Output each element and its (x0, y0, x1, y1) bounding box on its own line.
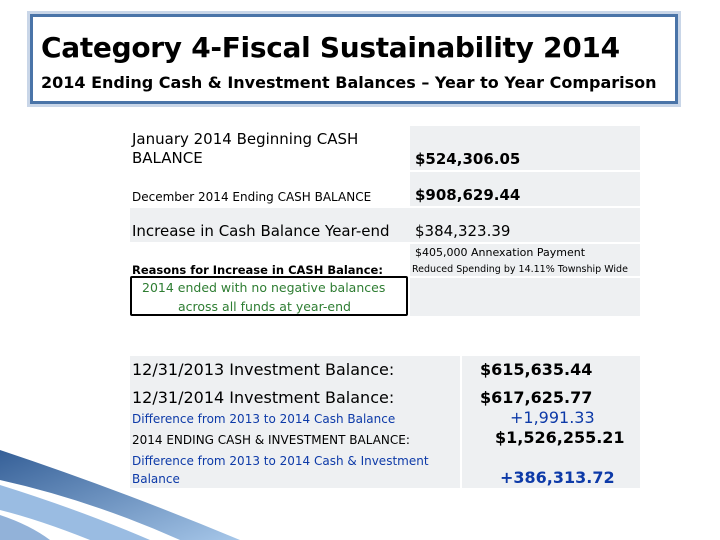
total-diff-value: +386,313.72 (500, 468, 615, 487)
cell-inv-labels-bg (130, 356, 460, 488)
reason-box (130, 276, 408, 316)
inv-2013-label: 12/31/2013 Investment Balance: (132, 360, 395, 379)
inv-2014-label: 12/31/2014 Investment Balance: (132, 388, 395, 407)
cash-diff-value: +1,991.33 (510, 408, 595, 427)
beginning-cash-label-2: BALANCE (132, 149, 203, 167)
total-diff-label-1: Difference from 2013 to 2014 Cash & Inve… (132, 454, 429, 468)
reason-annexation: $405,000 Annexation Payment (415, 246, 586, 259)
ending-total-label: 2014 ENDING CASH & INVESTMENT BALANCE: (132, 433, 410, 447)
cell-reason-2-bg (410, 244, 640, 276)
cell-inv-values-bg (462, 356, 640, 488)
ending-total-value: $1,526,255.21 (495, 428, 625, 447)
cash-diff-label: Difference from 2013 to 2014 Cash Balanc… (132, 412, 396, 426)
increase-value: $384,323.39 (415, 222, 511, 240)
increase-label: Increase in Cash Balance Year-end (132, 222, 390, 240)
inv-2013-value: $615,635.44 (480, 360, 593, 379)
decorative-swoosh (0, 450, 240, 540)
total-diff-label-2: Balance (132, 472, 180, 486)
inv-2014-value: $617,625.77 (480, 388, 593, 407)
cell-beginning-value-bg (410, 126, 640, 170)
cell-reason-3-bg (410, 278, 640, 316)
reason-reduced-spending: Reduced Spending by 14.11% Township Wide (412, 264, 628, 275)
reasons-label: Reasons for Increase in CASH Balance: (132, 263, 383, 277)
reason-no-negative-1: 2014 ended with no negative balances (142, 280, 386, 295)
ending-cash-label: December 2014 Ending CASH BALANCE (132, 190, 372, 204)
page-title: Category 4-Fiscal Sustainability 2014 (41, 31, 620, 64)
page-subtitle: 2014 Ending Cash & Investment Balances –… (41, 73, 657, 92)
beginning-cash-value: $524,306.05 (415, 150, 521, 168)
ending-cash-value: $908,629.44 (415, 186, 521, 204)
cell-increase-bg (130, 208, 640, 242)
title-box: Category 4-Fiscal Sustainability 2014 20… (30, 14, 678, 104)
beginning-cash-label-1: January 2014 Beginning CASH (132, 130, 359, 148)
cell-ending-value-bg (410, 172, 640, 206)
reason-no-negative-2: across all funds at year-end (178, 299, 351, 314)
